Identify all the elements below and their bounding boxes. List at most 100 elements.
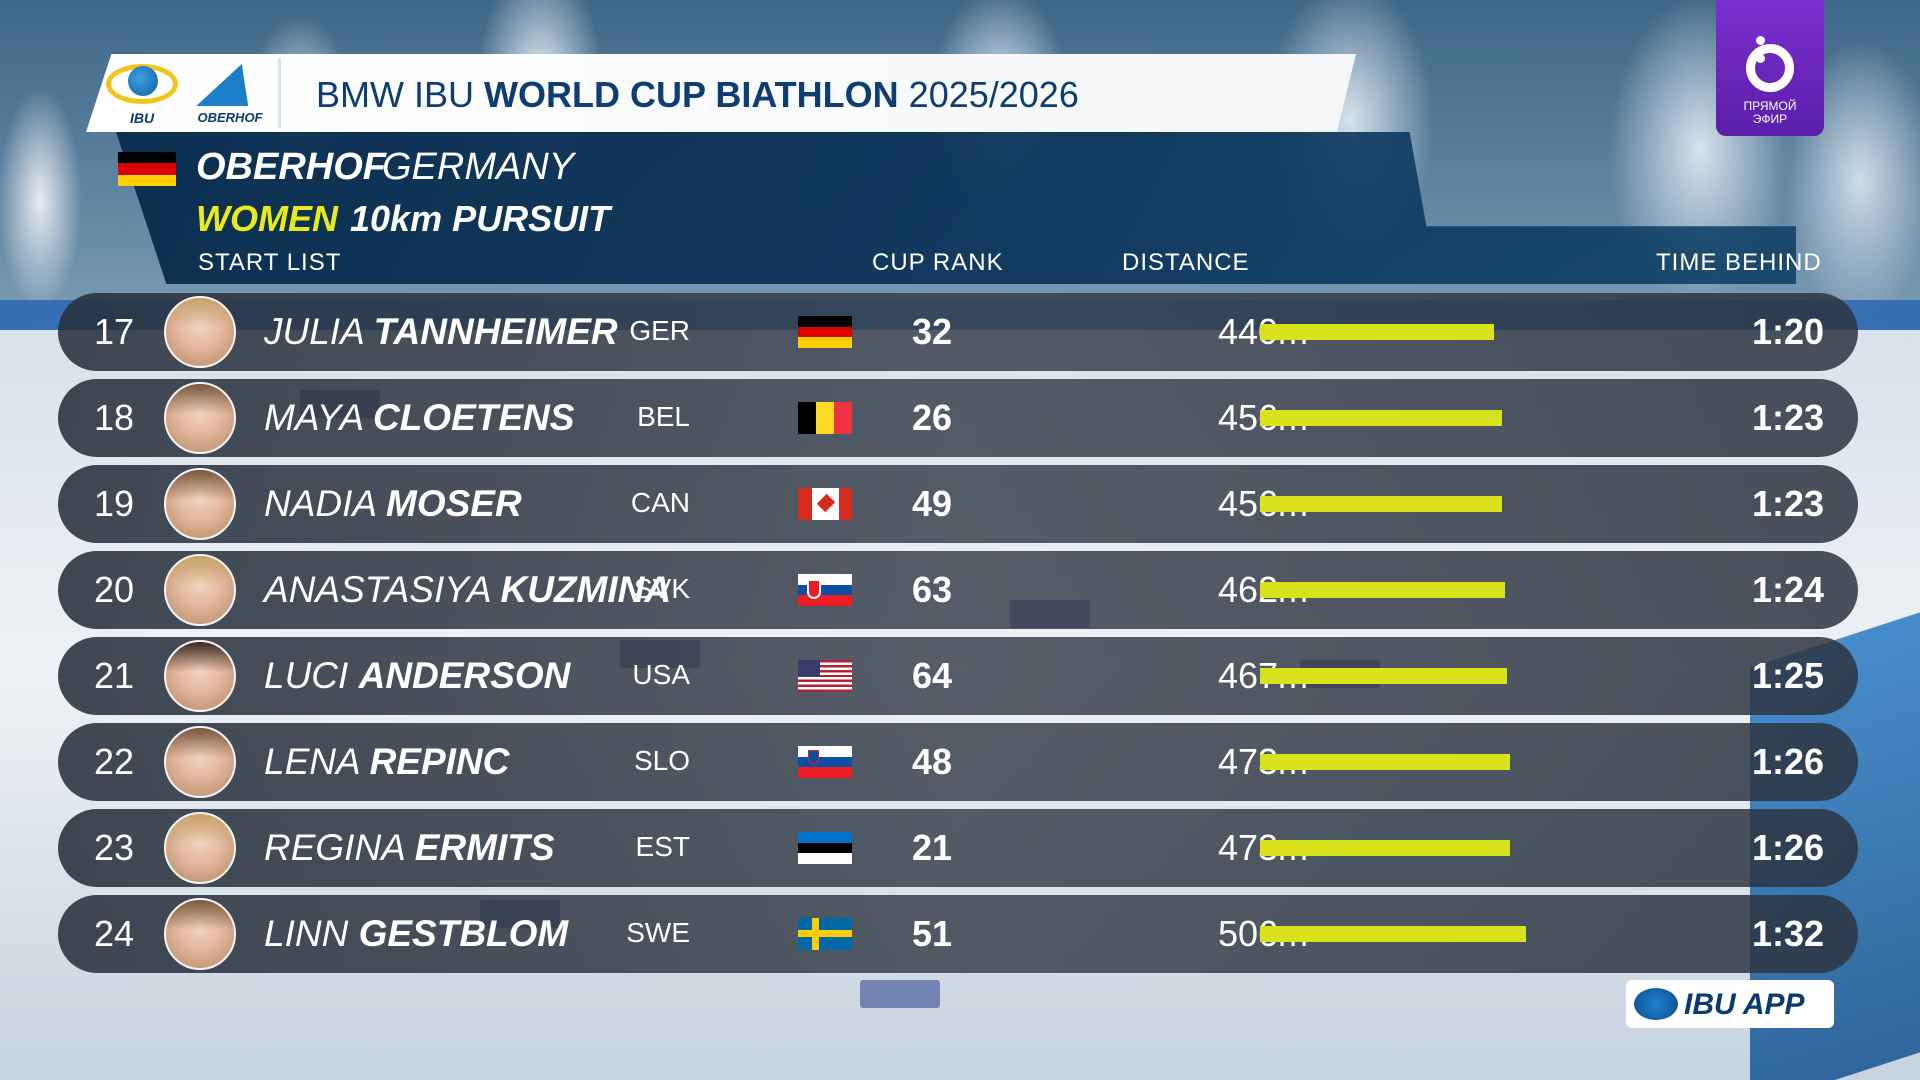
germany-flag-icon [118,152,176,186]
est-flag-icon [798,832,852,864]
time-behind-value: 1:23 [1751,483,1824,524]
start-number: 19 [94,483,135,524]
svk-flag-icon [798,574,852,606]
distance-bar [1260,840,1510,856]
header-divider [278,58,281,128]
athlete-last-name: MOSER [386,483,522,524]
distance-bar [1260,582,1505,598]
athlete-photo [164,468,236,540]
athlete-photo [164,296,236,368]
oberhof-logo-icon [196,64,268,106]
athlete-photo [164,640,236,712]
athlete-last-name: ERMITS [414,827,555,868]
slo-flag-icon [798,746,852,778]
athlete-first-name: JULIA [264,311,364,352]
column-header-time-behind: TIME BEHIND [1656,249,1822,276]
ibu-app-badge: IBU APP [1626,980,1834,1028]
nation-code: BEL [637,401,690,432]
header-title-prefix: BMW IBU [316,74,474,115]
nation-code: EST [635,831,690,862]
background-shooting-mat [860,980,940,1008]
event-gender: WOMEN [196,198,338,239]
distance-bar [1260,926,1526,942]
athlete-name: REGINA ERMITS [264,827,555,869]
time-behind-value: 1:23 [1751,397,1824,438]
live-badge-line1: ПРЯМОЙ [1743,99,1797,113]
athlete-name: LUCI ANDERSON [264,655,570,697]
header-title-season: 2025/2026 [908,74,1079,115]
ger-flag-icon [798,316,852,348]
athlete-last-name: KUZMINA [500,569,672,610]
event-city: OBERHOF [196,146,386,188]
cup-rank-value: 63 [912,569,953,610]
start-number: 22 [94,741,135,782]
ibu-logo-globe-icon [128,66,158,96]
start-number: 17 [94,311,135,352]
start-number: 23 [94,827,135,868]
start-number: 24 [94,913,135,954]
time-behind-value: 1:20 [1751,311,1824,352]
channel-logo-icon [1746,44,1794,92]
time-behind-value: 1:32 [1751,913,1824,954]
athlete-first-name: LENA [264,741,360,782]
athlete-first-name: MAYA [264,397,363,438]
event-country: GERMANY [382,146,575,188]
athlete-photo [164,812,236,884]
athlete-name: MAYA CLOETENS [264,397,574,439]
nation-code: SWE [626,917,690,948]
distance-bar [1260,410,1502,426]
swe-flag-icon [798,918,852,950]
nation-code: SLO [633,745,690,776]
athlete-name: ANASTASIYA KUZMINA [264,569,671,611]
athlete-name: NADIA MOSER [264,483,522,525]
athlete-first-name: LINN [264,913,349,954]
live-badge-line2: ЭФИР [1752,112,1788,126]
header-banner [86,54,1356,132]
cup-rank-value: 32 [912,311,953,352]
athlete-last-name: TANNHEIMER [373,311,618,352]
cup-rank-value: 26 [912,397,953,438]
athlete-name: JULIA TANNHEIMER [264,311,618,353]
athlete-photo [164,726,236,798]
time-behind-value: 1:26 [1751,741,1824,782]
nation-code: CAN [630,487,690,518]
athlete-last-name: REPINC [369,741,510,782]
time-behind-value: 1:26 [1751,827,1824,868]
header-title: BMW IBU WORLD CUP BIATHLON 2025/2026 [316,74,1079,115]
column-header-cup-rank: CUP RANK [872,249,1004,276]
oberhof-logo: OBERHOF [190,58,270,130]
distance-bar [1260,496,1502,512]
usa-flag-icon [798,660,852,692]
athlete-photo [164,382,236,454]
start-number: 20 [94,569,135,610]
nation-code: GER [629,315,690,346]
column-header-start-list: START LIST [198,249,342,276]
ibu-app-label: IBU APP [1684,988,1805,1021]
athlete-photo [164,554,236,626]
time-behind-value: 1:24 [1751,569,1824,610]
athlete-name: LENA REPINC [264,741,509,783]
athlete-photo [164,898,236,970]
oberhof-logo-text: OBERHOF [197,110,263,125]
athlete-last-name: CLOETENS [372,397,575,438]
cup-rank-value: 49 [912,483,953,524]
time-behind-value: 1:25 [1751,655,1824,696]
athlete-first-name: REGINA [264,827,405,868]
live-logo-dots-icon [1756,32,1786,63]
header-title-bold: WORLD CUP BIATHLON [484,74,899,115]
distance-bar [1260,324,1494,340]
cup-rank-value: 64 [912,655,953,696]
can-flag-icon [798,488,852,520]
cup-rank-value: 51 [912,913,953,954]
athlete-last-name: ANDERSON [358,655,571,696]
athlete-first-name: LUCI [264,655,349,696]
athlete-name: LINN GESTBLOM [264,913,568,955]
